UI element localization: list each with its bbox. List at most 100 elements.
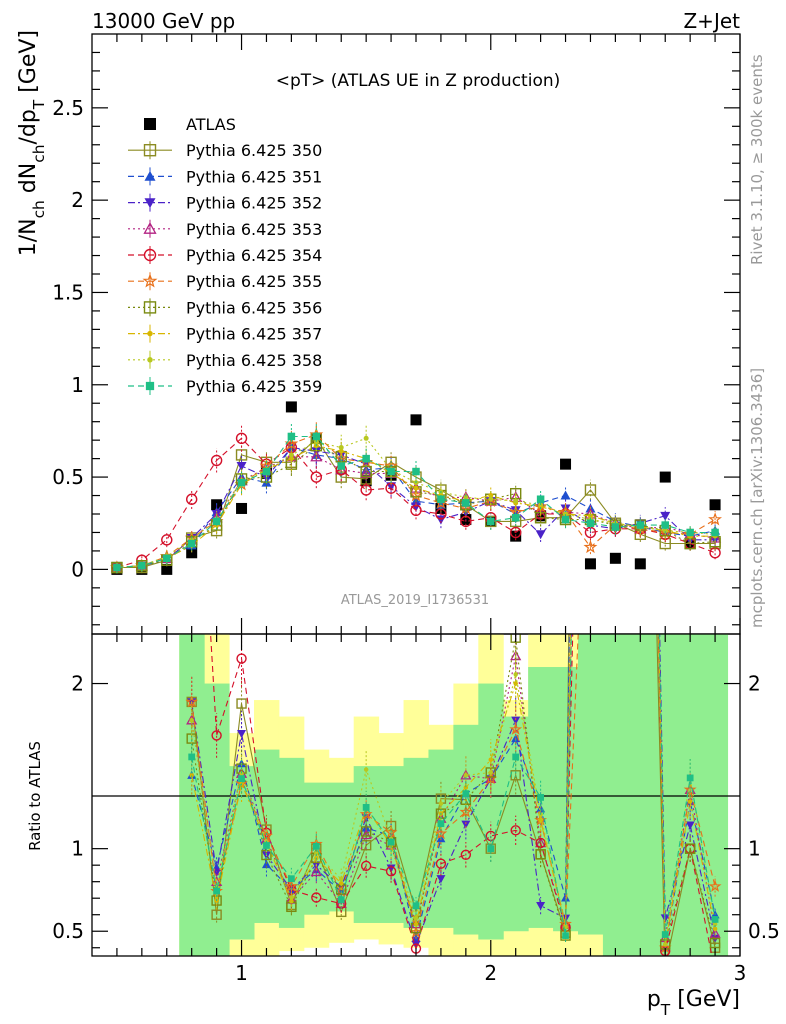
ratio-line (191, 634, 716, 948)
mc-point (583, 539, 598, 554)
mc-point (437, 495, 445, 503)
legend-marker (147, 357, 153, 363)
legend-marker (143, 301, 157, 314)
legend-label: Pythia 6.425 354 (186, 246, 322, 265)
ratio-point (362, 804, 370, 811)
ratio-point (238, 775, 245, 782)
mc-point (360, 484, 372, 496)
legend-entry: Pythia 6.425 353 (128, 219, 322, 239)
ratio-point (239, 771, 244, 776)
mc-point (313, 439, 319, 445)
mc-point (711, 528, 719, 537)
mc-point (210, 454, 223, 467)
atlas-point (285, 401, 297, 413)
atlas-point (560, 458, 572, 470)
legend-marker (144, 198, 156, 209)
ratio-y-tick-label: 2 (71, 672, 84, 696)
mc-point (288, 452, 294, 458)
mc-point (435, 508, 447, 520)
legend-label: Pythia 6.425 359 (186, 377, 322, 396)
legend-entry: Pythia 6.425 351 (128, 167, 322, 186)
ratio-point (437, 820, 445, 828)
y-tick-label: 1 (71, 373, 84, 397)
ratio-line (191, 634, 716, 945)
mc-point (185, 493, 198, 505)
mc-point (138, 561, 146, 570)
atlas-point (161, 563, 173, 575)
main-y-axis-label-text: 1/Nch dNch/dpT [GeV] (16, 30, 48, 256)
legend-entry: Pythia 6.425 352 (128, 193, 322, 213)
legend-label: Pythia 6.425 357 (186, 325, 322, 344)
header-energy: 13000 GeV pp (92, 9, 235, 33)
green-band-bin (179, 634, 205, 956)
ratio-line (191, 634, 716, 936)
ratio-point (685, 821, 695, 830)
ratio-point (189, 717, 194, 723)
ratio-point (536, 902, 546, 911)
ratio-y-tick-label-right: 2 (748, 672, 761, 696)
ratio-point (510, 825, 521, 836)
ratio-point (709, 937, 721, 949)
y-tick-label: 2.5 (52, 96, 84, 120)
legend-marker (144, 170, 156, 181)
ratio-point (487, 845, 495, 853)
ratio-point (459, 805, 473, 818)
ratio-clip-group (188, 634, 719, 942)
mc-point (287, 432, 296, 441)
ratio-point (236, 698, 247, 709)
mc-point (310, 450, 323, 462)
ratio-series-9 (189, 634, 718, 950)
ratio-point (435, 858, 447, 869)
legend-label: Pythia 6.425 358 (186, 351, 322, 370)
atlas-point (186, 547, 198, 559)
legend-label: Pythia 6.425 356 (186, 298, 322, 317)
mc-point (611, 523, 620, 531)
mc-point (686, 528, 694, 537)
legend-entry: Pythia 6.425 354 (128, 246, 322, 265)
ratio-point (684, 843, 696, 854)
mc-point (563, 511, 569, 517)
ratio-point (385, 866, 397, 877)
main-series-group (110, 401, 722, 575)
ratio-point (562, 932, 569, 939)
mc-point (237, 478, 246, 487)
ratio-point (236, 653, 247, 664)
ratio-point (263, 842, 270, 849)
green-band-bin (602, 634, 629, 956)
ratio-point (213, 887, 220, 895)
ratio-point (509, 722, 523, 735)
ratio-series-10 (188, 634, 719, 942)
x-tick-label: 3 (734, 961, 747, 985)
ratio-point (460, 849, 472, 860)
main-axis-ticks: 0 0.5 1 1.5 2 2.5 (52, 34, 741, 634)
mc-point (488, 496, 494, 502)
y-tick-label: 0.5 (52, 465, 84, 489)
header-process: Z+Jet (683, 9, 740, 33)
mc-point (163, 554, 171, 563)
ratio-uncertainty-bands (179, 634, 729, 956)
ratio-point (434, 826, 448, 840)
atlas-point (709, 499, 721, 511)
y-tick-label: 2 (71, 188, 84, 212)
mc-point (586, 519, 595, 527)
ratio-point (511, 716, 521, 725)
mc-point (262, 467, 271, 476)
mc-point (511, 513, 520, 522)
y-tick-label: 0 (71, 557, 84, 581)
ratio-point (211, 730, 222, 741)
ratio-point (189, 773, 194, 778)
ratio-y-tick-label: 0.5 (52, 919, 84, 943)
green-band-bin (229, 766, 255, 940)
ratio-point (662, 942, 668, 947)
legend-label: Pythia 6.425 352 (186, 194, 322, 213)
legend-entry: Pythia 6.425 350 (128, 141, 322, 160)
mc-point (535, 530, 546, 540)
ratio-point (535, 849, 546, 860)
mc-point (412, 467, 420, 476)
mc-point (113, 563, 121, 572)
x-axis-label: pT [GeV] (647, 987, 740, 1019)
ratio-y-tick-label: 1 (71, 837, 84, 861)
mc-point (708, 512, 722, 526)
ratio-point (337, 896, 345, 904)
mc-point (658, 525, 673, 539)
